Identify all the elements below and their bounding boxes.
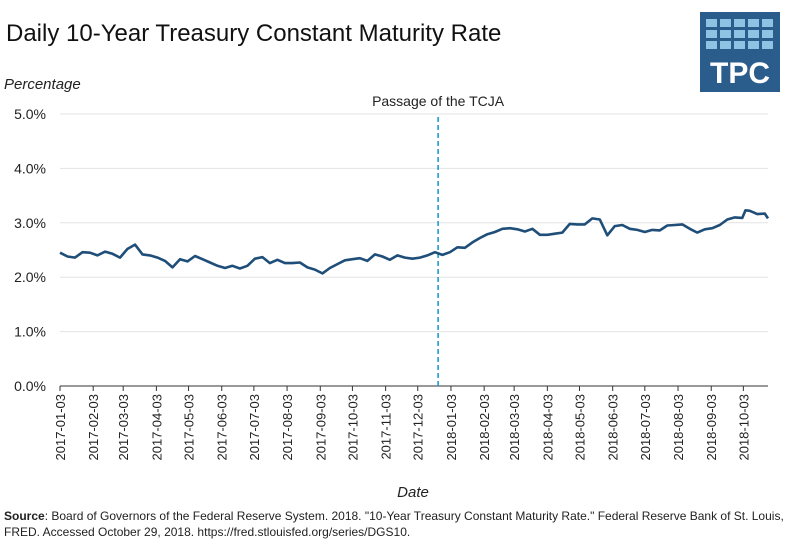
y-axis-label: Percentage [4,76,81,93]
x-tick-label: 2017-09-03 [313,394,328,461]
x-tick-label: 2018-04-03 [540,394,555,461]
x-tick-label: 2018-03-03 [507,394,522,461]
series-line-treasury-rate [59,209,770,275]
chart-title: Daily 10-Year Treasury Constant Maturity… [6,20,502,47]
x-tick-label: 2017-12-03 [411,394,426,461]
x-tick-label: 2018-01-03 [444,394,459,461]
y-tick-label: 1.0% [14,324,46,340]
logo-square [734,19,745,27]
x-tick-label: 2017-07-03 [247,394,262,461]
y-tick-label: 2.0% [14,269,46,285]
y-axis-ticks: 0.0% 1.0% 2.0% 3.0% 4.0% 5.0% [14,106,46,394]
logo-square [706,30,717,38]
logo-square [748,19,759,27]
x-tick-label: 2018-08-03 [671,394,686,461]
line-chart: 0.0%1.0%2.0%3.0%4.0%5.0% 2017-01-03 2017-… [4,76,770,500]
logo-square [734,41,745,49]
x-tick-label: 2018-02-03 [477,394,492,461]
x-tick-label: 2018-05-03 [572,394,587,461]
x-tick-label: 2018-09-03 [704,394,719,461]
logo-square [720,30,731,38]
x-tick-label: 2018-10-03 [736,394,751,461]
logo-square [762,19,773,27]
tpc-logo: TPC [700,12,780,92]
x-tick-label: 2017-10-03 [345,394,360,461]
x-tick-label: 2017-03-03 [116,394,131,461]
gridlines [60,113,768,333]
source-note: Source: Board of Governors of the Federa… [4,508,784,540]
logo-square [720,41,731,49]
x-tick-label: 2018-06-03 [606,394,621,461]
x-tick-label: 2017-06-03 [215,394,230,461]
y-tick-label: 4.0% [14,160,46,176]
x-tick-label: 2017-08-03 [280,394,295,461]
x-tick-label: 2017-01-03 [53,394,68,461]
x-tick-label: 2017-04-03 [149,394,164,461]
x-tick-label: 2017-02-03 [86,394,101,461]
source-label: Source [4,509,45,523]
logo-square [734,30,745,38]
logo-text: TPC [710,57,770,90]
x-tick-label: 2017-11-03 [379,394,394,460]
logo-square [720,19,731,27]
x-axis-ticks: 2017-01-03 2017-02-03 2017-03-03 2017-04-03… [53,386,751,461]
logo-square [706,19,717,27]
source-text: : Board of Governors of the Federal Rese… [4,509,784,539]
x-axis-label: Date [397,484,429,500]
logo-square [762,30,773,38]
logo-square [748,41,759,49]
logo-square [762,41,773,49]
x-tick-label: 2017-05-03 [182,394,197,461]
x-tick-label: 2018-07-03 [638,394,653,461]
logo-square [706,41,717,49]
logo-square [748,30,759,38]
y-tick-label: 3.0% [14,215,46,231]
tcja-annotation-label: Passage of the TCJA [372,93,505,109]
logo-squares [706,19,773,49]
y-tick-label: 5.0% [14,106,46,122]
y-tick-label: 0.0% [14,378,46,394]
